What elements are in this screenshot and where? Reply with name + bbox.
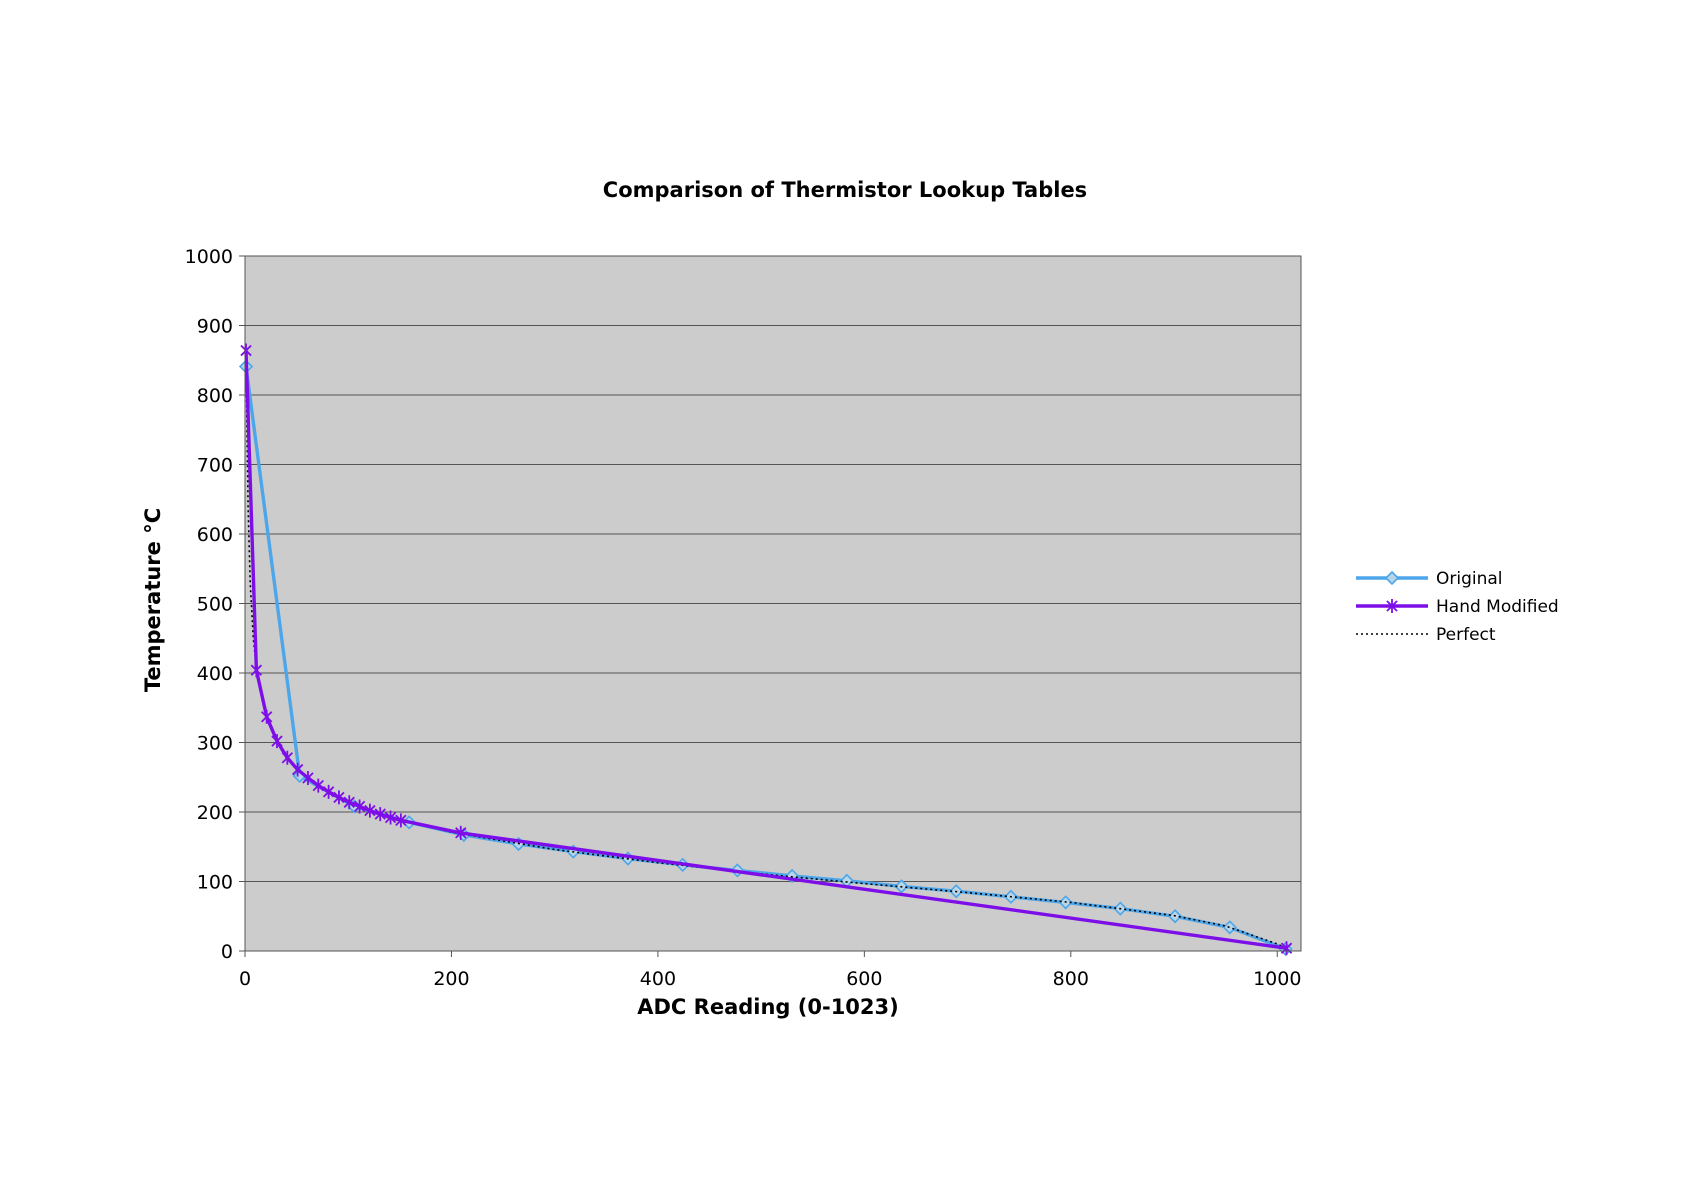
data-point-hand-modified [455, 825, 467, 840]
data-point-hand-modified [281, 750, 293, 765]
y-tick-label: 600 [197, 524, 233, 546]
data-point-hand-modified [302, 770, 314, 785]
data-point-hand-modified [271, 734, 283, 749]
data-point-hand-modified [291, 762, 304, 777]
chart-title: Comparison of Thermistor Lookup Tables [603, 178, 1087, 202]
legend-item-original: Original [1356, 569, 1503, 589]
y-tick-label: 700 [197, 455, 233, 477]
x-tick-label: 200 [433, 968, 469, 990]
x-tick-label: 0 [239, 968, 251, 990]
y-tick-label: 800 [197, 385, 233, 407]
y-tick-label: 200 [197, 802, 233, 824]
series-hand-modified [240, 343, 1293, 956]
data-point-hand-modified [343, 795, 355, 810]
y-tick-label: 0 [221, 941, 233, 963]
data-point-hand-modified [353, 799, 366, 814]
data-point-hand-modified [240, 343, 252, 358]
data-point-hand-modified [250, 663, 263, 678]
y-tick-label: 900 [197, 316, 233, 338]
legend-label-hand-modified: Hand Modified [1436, 597, 1559, 617]
legend-marker-hand-modified [1386, 599, 1398, 613]
y-tick-label: 1000 [185, 246, 233, 268]
data-point-hand-modified [312, 778, 324, 793]
series-layer [238, 343, 1293, 957]
data-point-hand-modified [261, 709, 273, 724]
legend-item-perfect: Perfect [1356, 625, 1496, 645]
data-point-hand-modified [384, 810, 397, 825]
y-axis-label: Temperature °C [141, 508, 165, 692]
legend: Original Hand Modified Perfect [1356, 569, 1559, 645]
data-point-hand-modified [395, 813, 407, 828]
x-tick-label: 800 [1053, 968, 1089, 990]
data-point-hand-modified [333, 790, 345, 805]
data-point-hand-modified [374, 807, 386, 822]
y-tick-label: 300 [197, 733, 233, 755]
y-tick-label: 400 [197, 663, 233, 685]
x-tick-label: 400 [640, 968, 676, 990]
legend-item-hand-modified: Hand Modified [1356, 597, 1559, 617]
data-point-hand-modified [1280, 941, 1293, 956]
x-tick-label: 600 [846, 968, 882, 990]
legend-label-original: Original [1436, 569, 1503, 589]
x-axis-ticks: 0 200 400 600 800 1000 [239, 951, 1301, 990]
legend-marker-original [1384, 570, 1400, 586]
x-axis-label: ADC Reading (0-1023) [637, 995, 899, 1019]
x-tick-label: 1000 [1253, 968, 1301, 990]
data-point-hand-modified [364, 803, 376, 818]
y-axis-ticks: 0 100 200 300 400 500 600 700 800 900 1000 [185, 246, 245, 963]
plot-border [244, 255, 1302, 952]
data-point-hand-modified [322, 784, 335, 799]
y-tick-label: 100 [197, 872, 233, 894]
y-tick-label: 500 [197, 594, 233, 616]
legend-label-perfect: Perfect [1436, 625, 1496, 645]
data-point-original [1222, 920, 1237, 935]
